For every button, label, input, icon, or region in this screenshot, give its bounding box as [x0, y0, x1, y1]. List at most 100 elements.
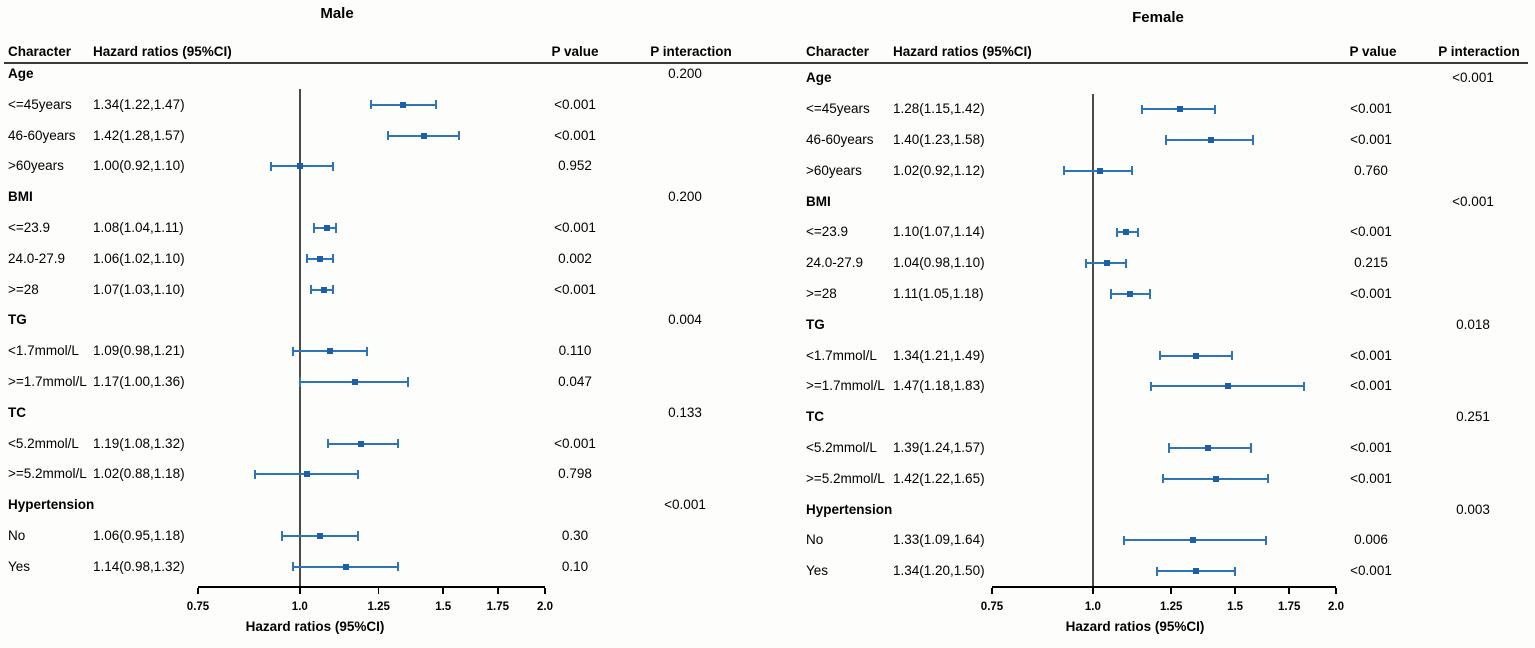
point-estimate-marker [343, 563, 350, 570]
x-axis-tick [544, 588, 546, 594]
ci-cap-left [1167, 443, 1170, 453]
ci-cap-left [1141, 104, 1144, 114]
ci-cap-left [292, 346, 295, 356]
p-value: <0.001 [1350, 224, 1392, 240]
ci-cap-left [1150, 381, 1153, 392]
male-x-axis-label: Hazard ratios (95%CI) [245, 619, 385, 634]
item-row-label: <5.2mmol/L [8, 435, 79, 451]
item-row-label: 24.0-27.9 [8, 250, 66, 266]
female-column-header-hazard-ratios: Hazard ratios (95%CI) [893, 44, 1032, 59]
x-axis-tick-label: 1.0 [1084, 601, 1101, 613]
x-axis-line [198, 586, 545, 588]
hazard-ratio-text: 1.00(0.92,1.10) [93, 158, 185, 174]
p-value: 0.30 [561, 528, 589, 543]
p-value: 0.002 [558, 250, 592, 266]
item-row-label: <5.2mmol/L [806, 440, 877, 455]
hazard-ratio-text: 1.28(1.15,1.42) [893, 101, 985, 117]
point-estimate-marker [352, 379, 359, 385]
p-value: <0.001 [554, 96, 596, 112]
item-row-label: 46-60years [806, 132, 874, 147]
x-axis-tick-label: 2.0 [537, 601, 553, 613]
group-row-label: TC [8, 404, 26, 420]
x-axis-tick-label: 0.75 [186, 601, 210, 613]
hazard-ratio-text: 1.39(1.24,1.57) [893, 440, 985, 455]
ci-cap-left [1159, 350, 1162, 361]
x-axis-tick [377, 588, 380, 594]
item-row-label: 46-60years [8, 127, 76, 143]
hazard-ratio-text: 1.34(1.21,1.49) [893, 347, 985, 363]
p-value: <0.001 [554, 220, 596, 235]
group-row-label: Age [8, 66, 34, 81]
hazard-ratio-text: 1.33(1.09,1.64) [893, 532, 985, 548]
point-estimate-marker [324, 225, 330, 231]
p-interaction-value: 0.003 [1456, 501, 1490, 517]
group-row-label: TG [8, 312, 27, 328]
p-interaction-value: 0.200 [668, 189, 702, 205]
item-row-label: No [8, 528, 26, 543]
ci-cap-right [1231, 350, 1234, 361]
ci-cap-right [332, 161, 334, 172]
p-value: 0.006 [1354, 532, 1388, 548]
item-row-label: Yes [806, 563, 829, 579]
point-estimate-marker [1096, 167, 1103, 174]
hazard-ratio-text: 1.02(0.92,1.12) [893, 162, 985, 178]
ci-cap-right [434, 100, 437, 110]
ci-cap-right [1124, 258, 1127, 268]
point-estimate-marker [420, 132, 427, 139]
x-axis-tick-label: 1.5 [435, 601, 452, 613]
point-estimate-marker [1103, 260, 1110, 267]
ci-cap-right [1131, 166, 1134, 176]
hazard-ratio-text: 1.34(1.20,1.50) [893, 563, 985, 579]
x-axis-tick-label: 1.5 [1227, 601, 1244, 613]
item-row-label: >=1.7mmol/L [806, 378, 885, 394]
reference-line [1091, 93, 1094, 586]
p-interaction-value: 0.004 [668, 312, 702, 328]
ci-cap-left [326, 438, 329, 449]
hazard-ratio-text: 1.42(1.22,1.65) [893, 470, 985, 486]
p-interaction-value: 0.133 [668, 404, 702, 420]
x-axis-tick-label: 1.25 [367, 601, 390, 613]
ci-cap-right [1264, 535, 1267, 546]
ci-cap-right [1233, 566, 1236, 576]
male-column-header-p-interaction: P interaction [650, 44, 732, 59]
group-row-label: TC [806, 409, 824, 425]
hazard-ratio-text: 1.40(1.23,1.58) [893, 132, 985, 147]
ci-cap-left [292, 562, 295, 572]
item-row-label: >60years [806, 162, 862, 178]
ci-cap-left [281, 531, 284, 541]
ci-cap-left [306, 254, 309, 264]
p-value: <0.001 [1350, 378, 1392, 394]
x-axis-line [992, 586, 1336, 588]
hazard-ratio-text: 1.42(1.28,1.57) [93, 127, 185, 143]
group-row-label: BMI [806, 193, 831, 209]
point-estimate-marker [317, 255, 324, 262]
ci-cap-right [1267, 474, 1269, 484]
p-interaction-value: 0.251 [1456, 409, 1490, 425]
ci-cap-right [356, 469, 359, 480]
ci-cap-right [457, 130, 460, 141]
group-row-label: TG [806, 316, 825, 332]
p-interaction-value: 0.018 [1456, 316, 1490, 332]
ci-cap-right [356, 531, 359, 541]
p-value: 0.047 [558, 374, 592, 389]
ci-cap-right [1249, 443, 1252, 453]
female-x-axis-label: Hazard ratios (95%CI) [1065, 619, 1205, 634]
item-row-label: Yes [8, 558, 31, 574]
point-estimate-marker [358, 440, 365, 447]
p-interaction-value: <0.001 [1452, 70, 1494, 86]
p-value: 0.760 [1354, 162, 1388, 178]
ci-cap-right [335, 223, 338, 233]
hazard-ratio-text: 1.06(1.02,1.10) [93, 250, 185, 266]
x-axis-tick [497, 588, 499, 594]
hazard-ratio-text: 1.10(1.07,1.14) [893, 224, 985, 240]
item-row-label: >=5.2mmol/L [8, 466, 87, 482]
male-panel-title: Male [320, 5, 354, 22]
p-value: <0.001 [1350, 470, 1392, 486]
item-row-label: >=5.2mmol/L [806, 470, 885, 486]
point-estimate-marker [1225, 383, 1231, 390]
ci-cap-right [332, 284, 334, 295]
point-estimate-marker [320, 286, 327, 293]
x-axis-tick [197, 588, 199, 594]
hazard-ratio-text: 1.19(1.08,1.32) [93, 435, 185, 451]
p-value: <0.001 [1350, 563, 1392, 579]
